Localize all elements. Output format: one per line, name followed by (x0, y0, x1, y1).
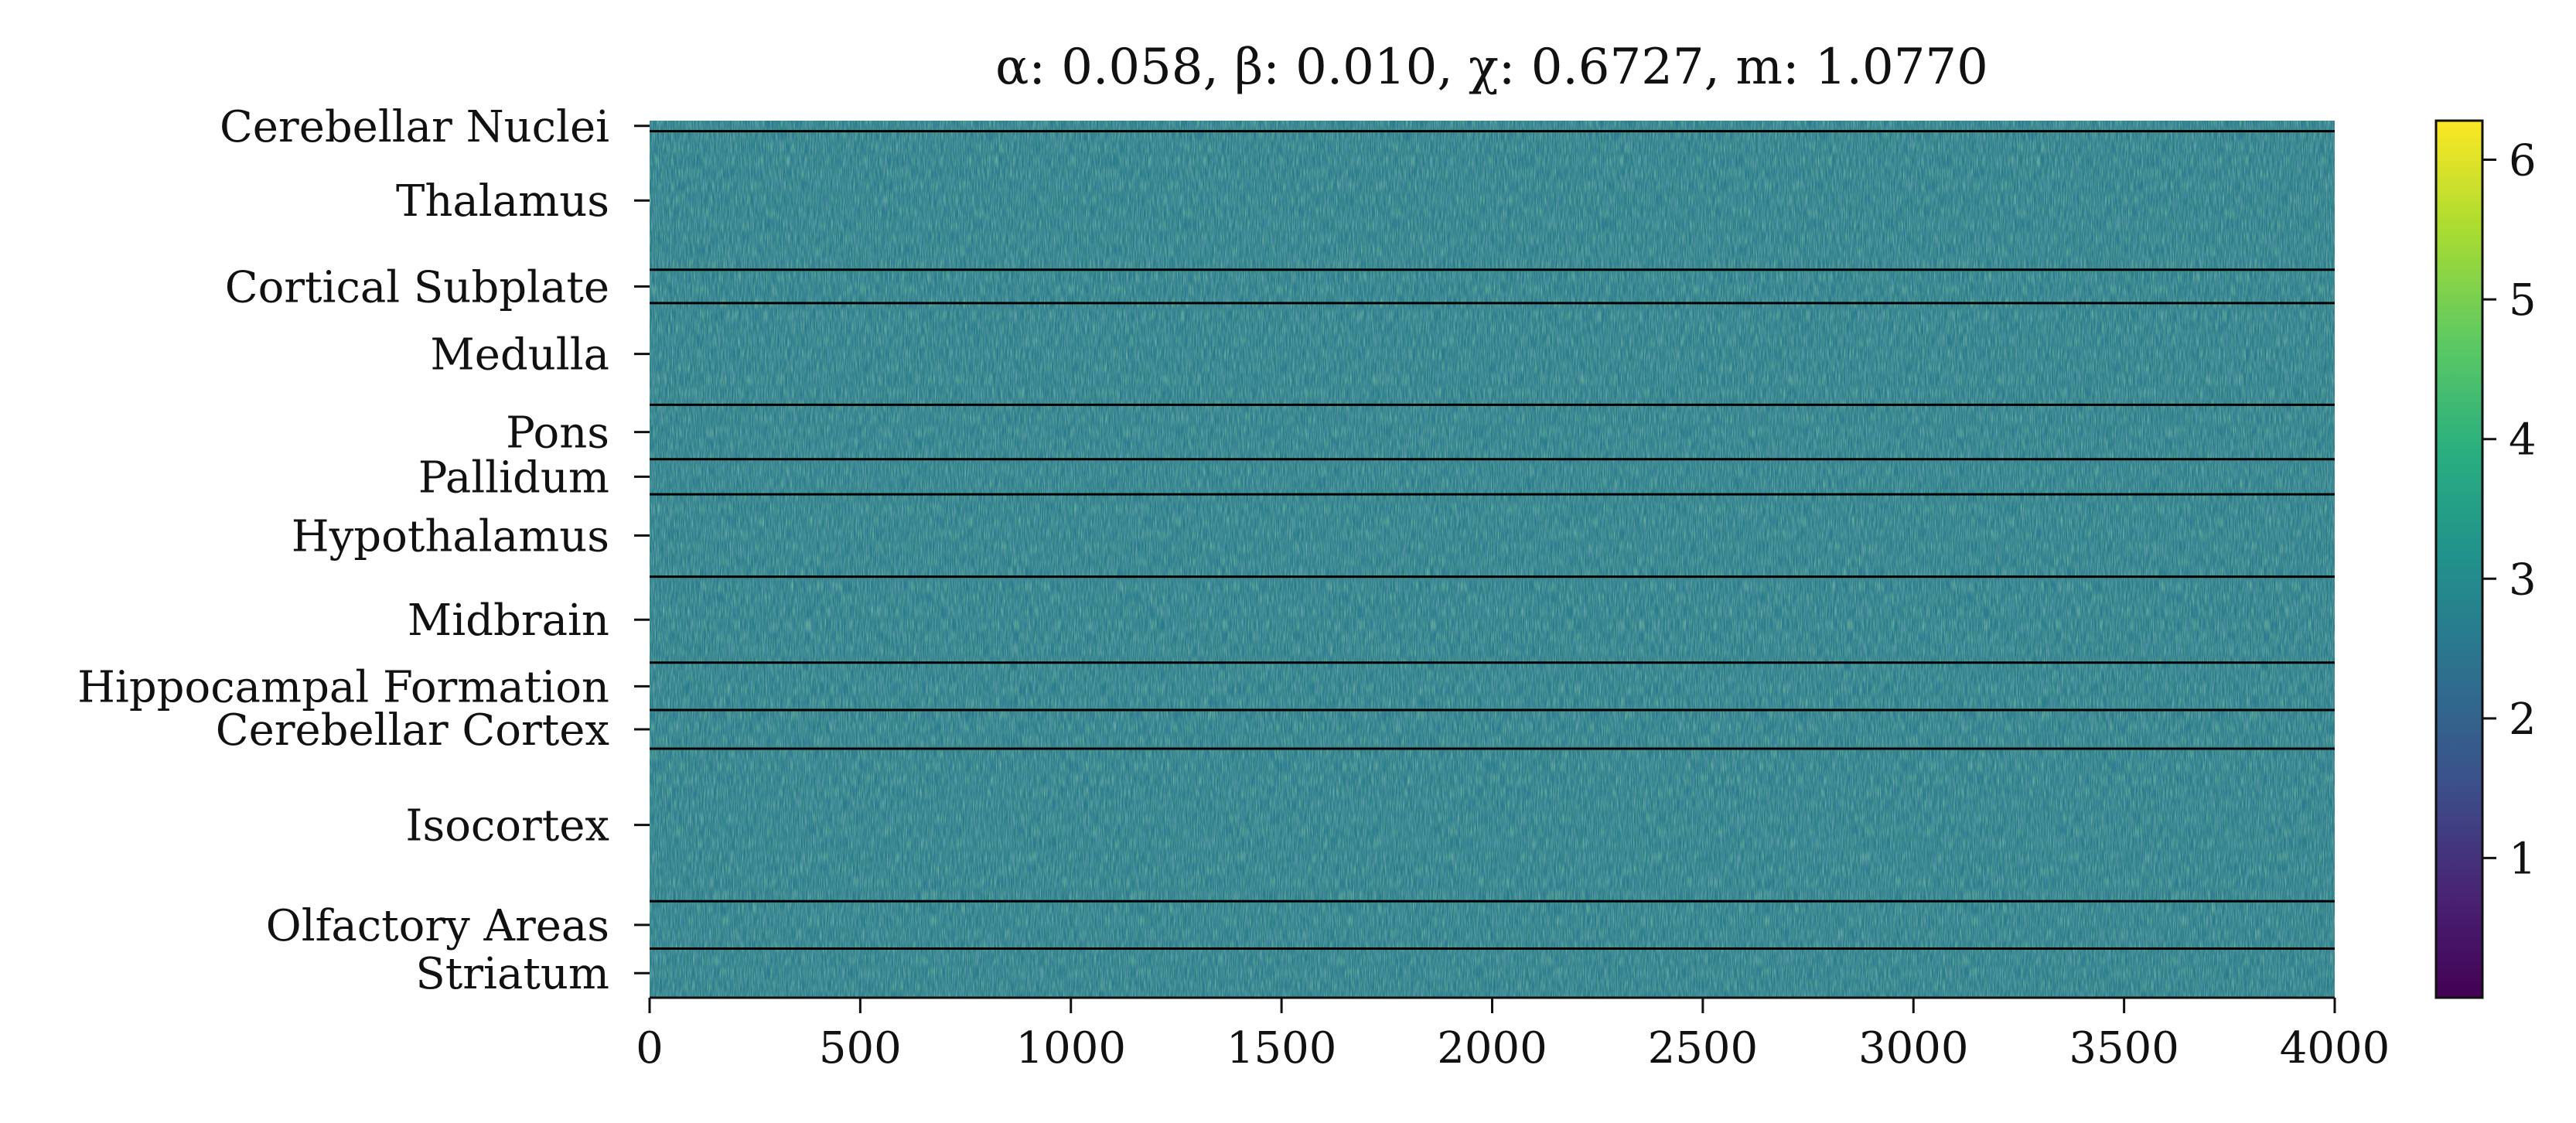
x-tick-label: 500 (819, 1023, 902, 1074)
x-tick-label: 2500 (1648, 1023, 1759, 1074)
y-tick-label: Hypothalamus (292, 511, 609, 562)
colorbar-tick-label: 4 (2509, 415, 2537, 466)
y-tick-label: Striatum (415, 949, 609, 999)
colorbar-tick-label: 3 (2509, 555, 2537, 605)
y-tick-label: Midbrain (408, 596, 609, 646)
y-tick-label: Cortical Subplate (225, 262, 609, 312)
y-axis: Cerebellar Nuclei Thalamus Cortical Subpla… (77, 102, 650, 999)
x-tick-label: 3500 (2069, 1023, 2179, 1074)
x-tick-label: 1000 (1015, 1023, 1126, 1074)
heatmap-plot-area (650, 121, 2335, 998)
y-tick-label: Hippocampal Formation (77, 662, 609, 712)
y-tick-label: Cerebellar Nuclei (220, 102, 609, 152)
x-tick-label: 0 (636, 1023, 664, 1074)
colorbar-tick-label: 2 (2509, 695, 2537, 745)
y-tick-label: Olfactory Areas (266, 901, 609, 951)
heatmap-texture-light (650, 121, 2335, 998)
x-tick-label: 1500 (1227, 1023, 1337, 1074)
y-tick-label: Cerebellar Cortex (216, 705, 609, 756)
x-axis: 0 500 1000 1500 2000 2500 3000 3500 4000 (636, 996, 2390, 1074)
colorbar-tick-label: 5 (2509, 275, 2537, 326)
y-tick-label: Thalamus (396, 176, 609, 227)
x-tick-label: 2000 (1437, 1023, 1547, 1074)
y-tick-label: Isocortex (405, 801, 609, 852)
y-tick-label: Pallidum (418, 452, 609, 503)
region-separators (650, 130, 2335, 950)
colorbar-tick-label: 1 (2509, 834, 2537, 884)
colorbar-gradient (2434, 119, 2484, 999)
chart-title: α: 0.058, β: 0.010, χ: 0.6727, m: 1.0770 (995, 39, 1988, 96)
y-tick-label: Medulla (430, 330, 609, 381)
x-tick-label: 4000 (2280, 1023, 2390, 1074)
colorbar-tick-label: 6 (2509, 136, 2537, 186)
x-tick-label: 3000 (1858, 1023, 1969, 1074)
colorbar: 1 2 3 4 5 6 (2434, 119, 2537, 999)
y-tick-label: Pons (506, 408, 609, 459)
